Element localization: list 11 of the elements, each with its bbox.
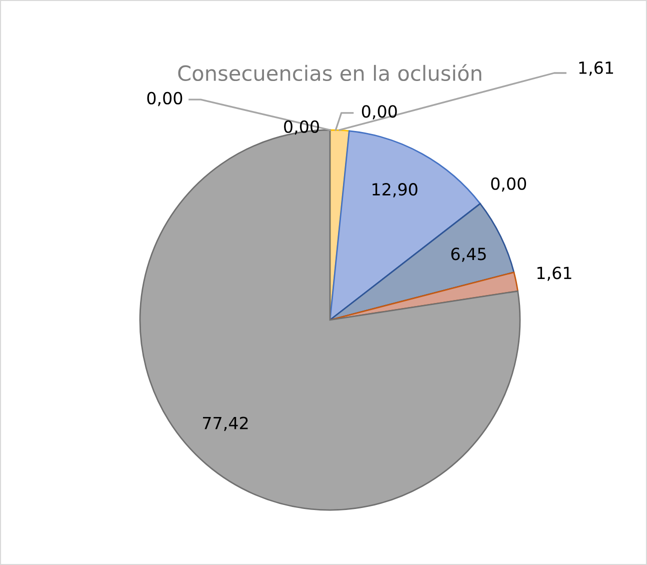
chart-title: Consecuencias en la oclusión bbox=[178, 64, 482, 82]
data-label: 1,61 bbox=[537, 266, 572, 281]
data-label: 6,45 bbox=[451, 248, 486, 262]
data-label: 77,42 bbox=[203, 416, 248, 432]
text: 0,00 bbox=[491, 177, 526, 192]
data-label: 1,61 bbox=[579, 61, 614, 76]
text: 0,00 bbox=[284, 120, 319, 135]
pie-slice bbox=[329, 202, 515, 321]
text: 0,00 bbox=[362, 105, 397, 120]
data-label: 12,90 bbox=[372, 183, 418, 198]
text: 0,00 bbox=[147, 92, 182, 106]
